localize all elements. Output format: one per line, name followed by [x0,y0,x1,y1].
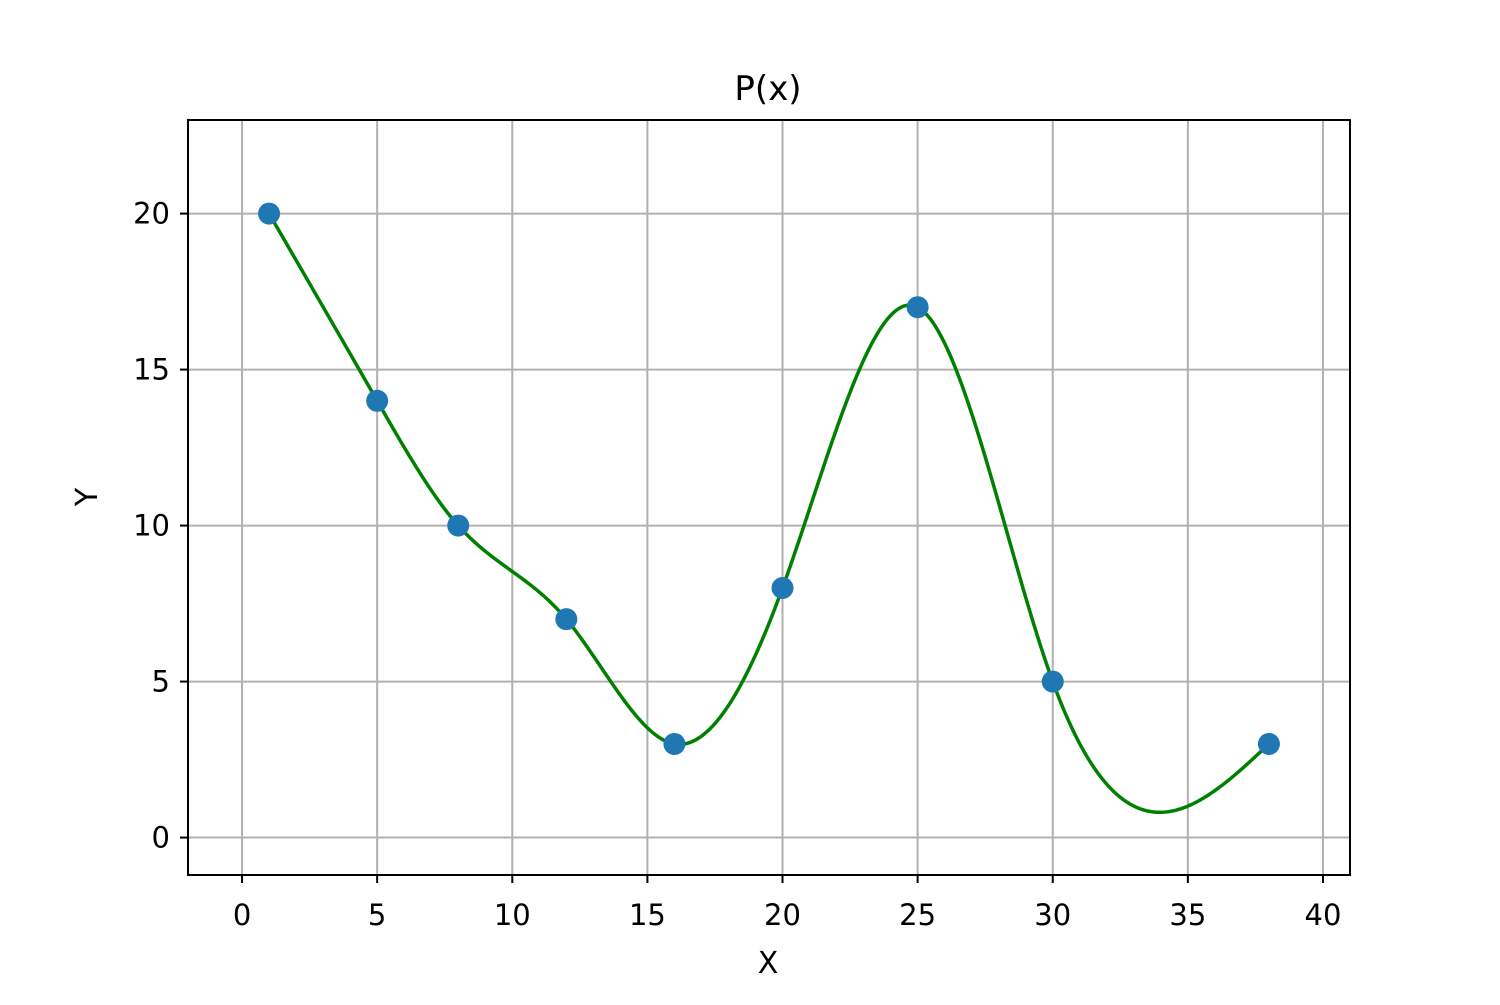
interpolated-curve-layer [267,212,1271,815]
data-point [906,296,929,319]
x-tick-label: 40 [1305,898,1342,932]
x-tick-label: 25 [899,898,936,932]
x-tick-label: 15 [629,898,666,932]
data-point [1041,670,1064,693]
x-tick-label: 30 [1034,898,1071,932]
data-point [447,514,470,537]
y-tick-label: 15 [133,353,170,387]
chart-title: P(x) [734,69,801,109]
data-points-layer [258,202,1280,755]
x-tick-label: 5 [368,898,386,932]
y-axis-label: Y [70,487,105,507]
data-point [1257,732,1280,755]
data-point [366,389,389,412]
y-tick-label: 10 [133,509,170,543]
plot-area-frame [187,119,1351,876]
interpolated-curve [267,212,1271,815]
x-tick-label: 35 [1169,898,1206,932]
y-tick-label: 5 [152,665,170,699]
axis-ticks: 0 5 10 15 20 25 30 35 40 0 5 10 15 20 [133,197,1341,932]
x-axis-label: X [758,946,779,981]
x-tick-label: 20 [764,898,801,932]
grid [188,120,1350,875]
data-point [258,202,281,225]
data-point [771,576,794,599]
data-point [555,608,578,631]
y-tick-label: 0 [152,821,170,855]
data-point [663,732,686,755]
y-tick-label: 20 [133,197,170,231]
x-tick-label: 10 [494,898,531,932]
x-tick-label: 0 [233,898,251,932]
